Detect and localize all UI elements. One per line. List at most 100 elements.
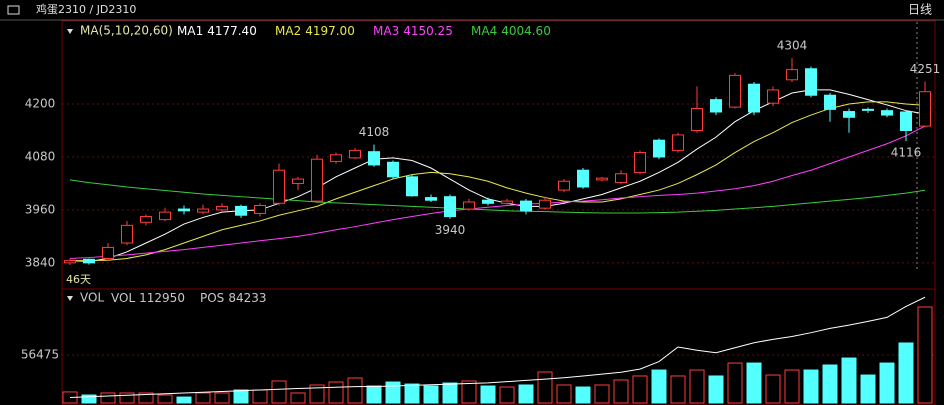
candle-body (577, 169, 589, 188)
candle-body (235, 205, 247, 216)
candle-body (482, 199, 494, 204)
legend-toggle[interactable] (67, 29, 73, 34)
candle-body (501, 200, 513, 204)
ma-legend-title: MA(5,10,20,60) (80, 24, 173, 38)
volume-panel (61, 288, 936, 405)
legend-toggle[interactable] (67, 296, 73, 301)
volume-bar (214, 392, 230, 404)
volume-bar (252, 389, 268, 404)
volume-bar (271, 380, 287, 404)
volume-bar (613, 379, 629, 404)
candle-body (805, 68, 817, 96)
volume-bar (765, 374, 781, 404)
candle-body (64, 260, 76, 264)
candle-body (672, 134, 684, 151)
volume-bar (879, 362, 895, 404)
volume-bar (157, 394, 173, 404)
candle-body (767, 89, 779, 104)
ma-name: MA4 (471, 24, 497, 38)
ma-legend: MA4 4004.60 (471, 24, 551, 38)
volume-bar (594, 384, 610, 404)
volume-bar (860, 374, 876, 404)
volume-bar (176, 396, 192, 404)
candle-body (653, 139, 665, 158)
volume-bar (632, 375, 648, 404)
symbol-icon[interactable] (7, 5, 20, 15)
y-tick-label: 56475 (21, 347, 59, 361)
ma-current: 4177.40 (207, 24, 257, 38)
volume-bar (423, 385, 439, 404)
volume-bar (461, 380, 477, 404)
symbol[interactable]: 鸡蛋2310 / JD2310 (36, 2, 136, 16)
ma-legend: MA2 4197.00 (275, 24, 355, 38)
volume-bar (746, 362, 762, 404)
candle-body (824, 94, 836, 110)
volume-bar (347, 377, 363, 404)
price-annotation: 4108 (359, 125, 390, 139)
volume-bar (822, 364, 838, 404)
volume-bar (784, 369, 800, 404)
candle-body (102, 246, 114, 259)
ma-legend: MA3 4150.25 (373, 24, 453, 38)
y-tick-label: 4200 (25, 97, 56, 111)
candle-body (425, 197, 437, 201)
volume-bar (556, 384, 572, 404)
candle-body (178, 208, 190, 212)
candle-body (596, 177, 608, 181)
ma-line (69, 179, 926, 214)
series-last: 112950 (139, 291, 185, 305)
price-annotation: 3940 (435, 223, 466, 237)
candle-body (919, 91, 931, 127)
volume-bar (670, 375, 686, 404)
volume-bar (803, 369, 819, 404)
volume-bar (328, 381, 344, 404)
candle-body (83, 258, 95, 264)
volume-bar (480, 385, 496, 404)
series-name: VOL (111, 291, 135, 305)
candle-body (729, 74, 741, 108)
candle-body (748, 83, 760, 113)
period[interactable]: 日线 (908, 3, 932, 17)
candle-body (520, 200, 532, 212)
volume-bar (138, 392, 154, 404)
ma-current: 4004.60 (501, 24, 551, 38)
ma-name: MA2 (275, 24, 301, 38)
volume-bar (404, 383, 420, 404)
volume-bar (119, 392, 135, 404)
candle-body (311, 158, 323, 202)
candle-body (254, 205, 266, 214)
candle-body (862, 108, 874, 111)
volume-bar (651, 369, 667, 404)
volume-title: VOL (80, 291, 104, 305)
top-bar (0, 0, 944, 20)
volume-bar (708, 375, 724, 404)
volume-bar (689, 369, 705, 404)
candle-body (216, 205, 228, 211)
volume-bar (81, 394, 97, 404)
candle-body (900, 111, 912, 132)
ma-name: MA1 (177, 24, 203, 38)
volume-bar (233, 389, 249, 404)
series-last: 84233 (228, 291, 266, 305)
y-tick-label: 4080 (25, 149, 56, 163)
volume-bar (898, 342, 914, 404)
candle-body (843, 111, 855, 118)
volume-bar (366, 385, 382, 404)
volume-bar (518, 384, 534, 404)
volume-bar (195, 392, 211, 404)
ma-legend: MA1 4177.40 (177, 24, 257, 38)
candle-body (406, 176, 418, 197)
candle-body (539, 199, 551, 209)
volume-bar (727, 362, 743, 404)
candle-body (387, 161, 399, 178)
volume-bar (841, 357, 857, 404)
candle-body (463, 201, 475, 210)
volume-legend: POS 84233 (200, 291, 267, 305)
candle-body (368, 151, 380, 166)
price-annotation: 4251 (910, 62, 941, 76)
volume-bar (537, 371, 553, 404)
ma-current: 4150.25 (403, 24, 453, 38)
candle-body (710, 99, 722, 113)
